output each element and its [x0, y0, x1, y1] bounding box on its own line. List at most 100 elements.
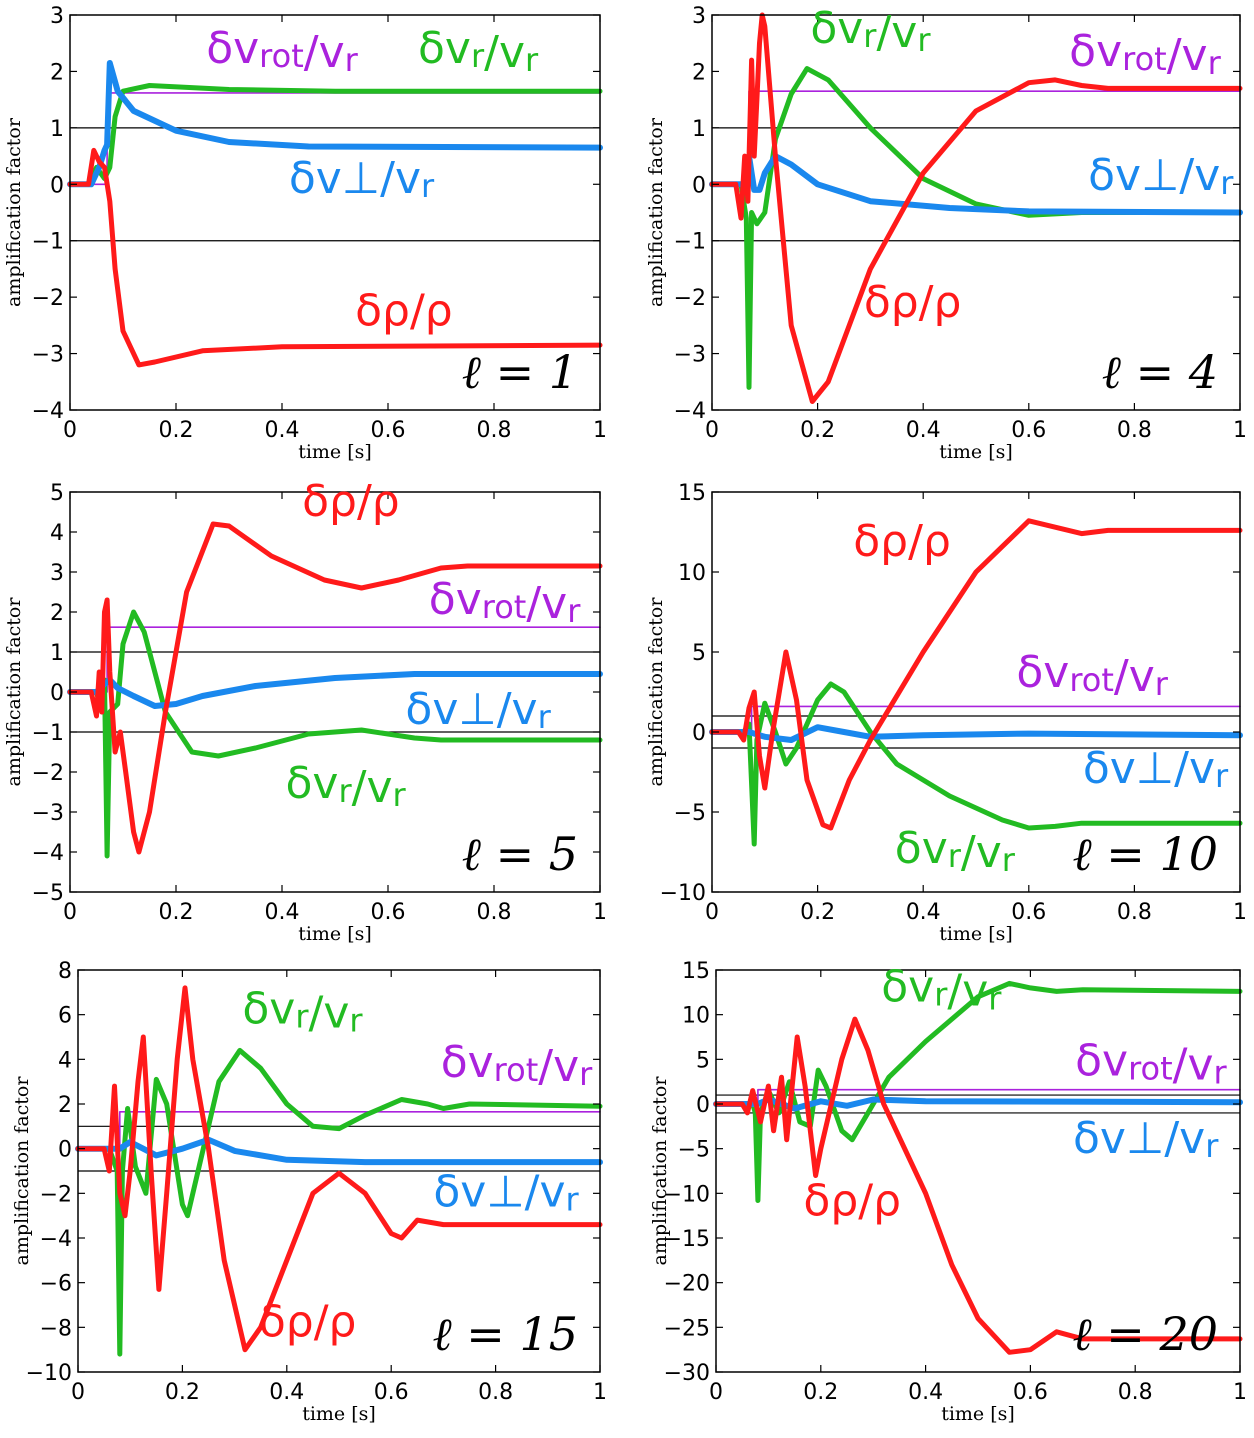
- x-tick-label: 1: [1233, 1380, 1247, 1405]
- y-tick-label: 3: [692, 4, 706, 29]
- x-axis-label: time [s]: [941, 1403, 1015, 1425]
- y-tick-label: 5: [696, 1048, 710, 1073]
- y-tick-label: −2: [674, 286, 706, 311]
- y-tick-label: −30: [664, 1361, 710, 1386]
- label-dvperp: δv⊥/vr: [1083, 743, 1229, 795]
- label-dvr: δvr/vr: [242, 984, 363, 1040]
- x-tick-label: 0.6: [1011, 900, 1046, 925]
- panel-1: 0 0.2 0.4 0.6 0.8 1 −4 −3 −2 −1 0 1 2 3 time [s] amplif…: [3, 4, 607, 463]
- label-dvrot: δvrot/vr: [429, 574, 581, 630]
- series-drho: [67, 147, 603, 368]
- label-dvrot: δvrot/vr: [206, 23, 358, 79]
- label-dvperp: δv⊥/vr: [433, 1167, 579, 1219]
- y-tick-label: 3: [50, 4, 64, 29]
- y-tick-label: −10: [664, 1182, 710, 1207]
- y-tick-label: 15: [678, 481, 706, 506]
- x-tick-label: 0.4: [906, 900, 941, 925]
- x-tick-label: 0.6: [371, 418, 406, 443]
- y-axis-label: amplification factor: [649, 1076, 671, 1266]
- x-tick-label: 1: [1233, 900, 1247, 925]
- y-tick-label: −3: [32, 343, 64, 368]
- label-dvr: δvr/vr: [418, 23, 539, 79]
- x-tick-label: 0: [705, 900, 719, 925]
- x-tick-label: 1: [593, 1380, 607, 1405]
- x-tick-label: 0.2: [159, 900, 194, 925]
- panel-label: ℓ = 20: [1073, 1307, 1218, 1361]
- y-tick-label: 4: [50, 521, 64, 546]
- label-drho: δρ/ρ: [803, 1176, 901, 1227]
- y-tick-label: 8: [58, 959, 72, 984]
- y-tick-label: −1: [674, 230, 706, 255]
- y-tick-label: −25: [664, 1316, 710, 1341]
- y-tick-label: −6: [40, 1272, 72, 1297]
- x-tick-label: 1: [1233, 418, 1247, 443]
- label-drho: δρ/ρ: [853, 516, 951, 567]
- y-axis-label: amplification factor: [3, 117, 25, 307]
- x-tick-label: 0.8: [478, 1380, 513, 1405]
- x-tick-label: 0.8: [1118, 1380, 1153, 1405]
- x-tick-label: 0: [705, 418, 719, 443]
- x-tick-label: 0.6: [371, 900, 406, 925]
- y-tick-label: 1: [692, 117, 706, 142]
- y-tick-label: 10: [678, 561, 706, 586]
- y-tick-label: 2: [50, 601, 64, 626]
- label-dvperp: δv⊥/vr: [1073, 1113, 1219, 1165]
- series-drho: [709, 12, 1243, 404]
- label-dvrot: δvrot/vr: [1069, 26, 1221, 82]
- y-tick-label: −5: [32, 881, 64, 906]
- x-tick-label: 0.8: [1117, 418, 1152, 443]
- series-dvr: [709, 681, 1243, 847]
- label-drho: δρ/ρ: [864, 277, 962, 328]
- y-tick-label: 0: [696, 1093, 710, 1118]
- label-dvr: δvr/vr: [895, 823, 1016, 879]
- y-tick-label: −20: [664, 1272, 710, 1297]
- x-tick-label: 0.6: [1013, 1380, 1048, 1405]
- y-tick-label: 6: [58, 1004, 72, 1029]
- axes-frame: [711, 14, 1241, 411]
- x-tick-label: 0.8: [477, 418, 512, 443]
- series-dvr: [713, 980, 1243, 1203]
- y-tick-label: 0: [692, 721, 706, 746]
- label-dvr: δvr/vr: [881, 961, 1002, 1017]
- axes-frame: [715, 969, 1241, 1373]
- axes-frame: [711, 491, 1241, 893]
- y-tick-label: −2: [32, 286, 64, 311]
- y-axis-label: amplification factor: [645, 117, 667, 307]
- x-tick-label: 0.4: [265, 900, 300, 925]
- x-tick-label: 0: [63, 900, 77, 925]
- x-tick-label: 0.2: [159, 418, 194, 443]
- y-tick-label: −8: [40, 1316, 72, 1341]
- x-tick-label: 1: [593, 900, 607, 925]
- panel-3: 0 0.2 0.4 0.6 0.8 1 −5 −4 −3 −2 −1 0 1 2 3 4 5 time [s] am…: [3, 476, 607, 945]
- series-drho: [75, 985, 603, 1353]
- x-tick-label: 0.2: [165, 1380, 200, 1405]
- y-tick-label: −10: [26, 1361, 72, 1386]
- y-axis-label: amplification factor: [645, 597, 667, 787]
- y-tick-label: 15: [682, 959, 710, 984]
- series-dvperp: [75, 1136, 603, 1166]
- x-tick-label: 0.8: [477, 900, 512, 925]
- y-tick-label: −10: [660, 881, 706, 906]
- y-axis-label: amplification factor: [3, 597, 25, 787]
- y-tick-label: 4: [58, 1048, 72, 1073]
- y-tick-label: −4: [40, 1227, 72, 1252]
- y-tick-label: 3: [50, 561, 64, 586]
- y-tick-label: 2: [50, 60, 64, 85]
- series-drho: [713, 1016, 1243, 1355]
- y-axis-label: amplification factor: [11, 1076, 33, 1266]
- panel-label: ℓ = 4: [1102, 345, 1218, 399]
- y-tick-label: 1: [50, 641, 64, 666]
- x-axis-label: time [s]: [298, 923, 372, 945]
- y-tick-label: 5: [50, 481, 64, 506]
- series-drho: [709, 518, 1243, 831]
- y-tick-label: 1: [50, 117, 64, 142]
- x-tick-label: 0.4: [906, 418, 941, 443]
- x-tick-label: 0.2: [800, 900, 835, 925]
- x-tick-label: 0.4: [265, 418, 300, 443]
- label-drho: δρ/ρ: [259, 1296, 357, 1347]
- x-tick-label: 0.6: [1011, 418, 1046, 443]
- y-tick-label: −4: [32, 841, 64, 866]
- x-tick-label: 1: [593, 418, 607, 443]
- series-drho: [67, 521, 603, 855]
- y-tick-label: −4: [32, 399, 64, 424]
